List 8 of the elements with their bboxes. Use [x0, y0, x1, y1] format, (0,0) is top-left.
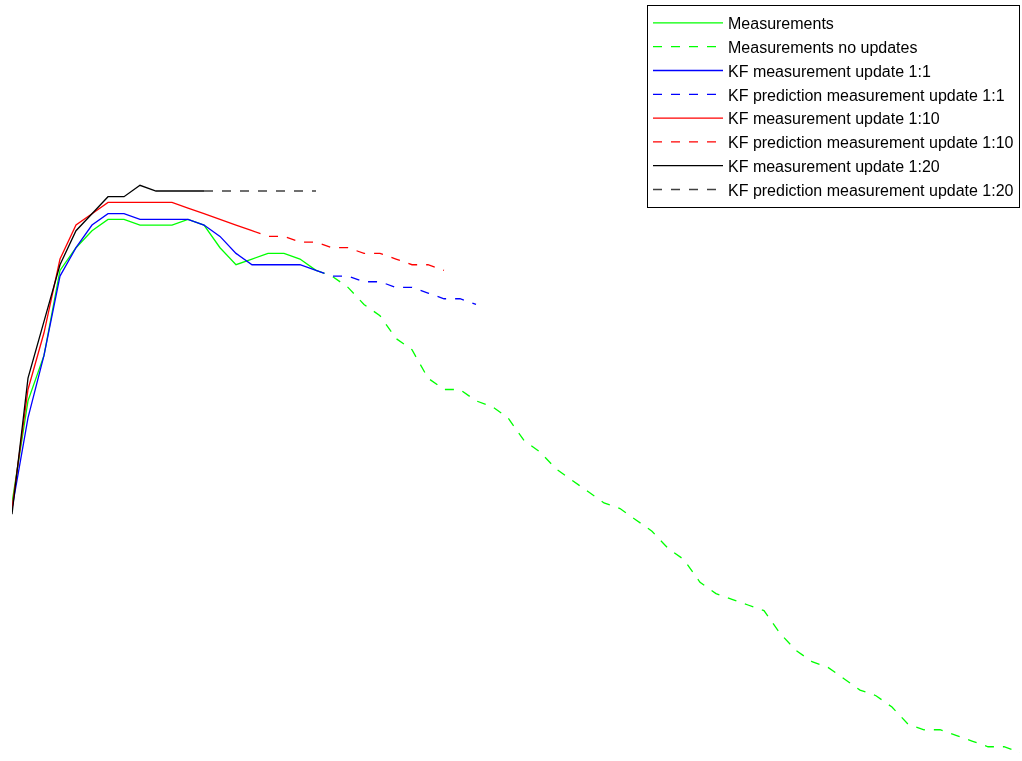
legend-label: KF measurement update 1:10	[728, 110, 940, 128]
legend-label: Measurements	[728, 15, 834, 33]
legend-label: Measurements no updates	[728, 38, 918, 56]
legend-label: KF measurement update 1:1	[728, 62, 931, 80]
legend-label: KF prediction measurement update 1:1	[728, 86, 1005, 104]
legend-label: KF prediction measurement update 1:10	[728, 134, 1014, 152]
legend-label: KF prediction measurement update 1:20	[728, 181, 1014, 199]
legend-label: KF measurement update 1:20	[728, 157, 940, 175]
